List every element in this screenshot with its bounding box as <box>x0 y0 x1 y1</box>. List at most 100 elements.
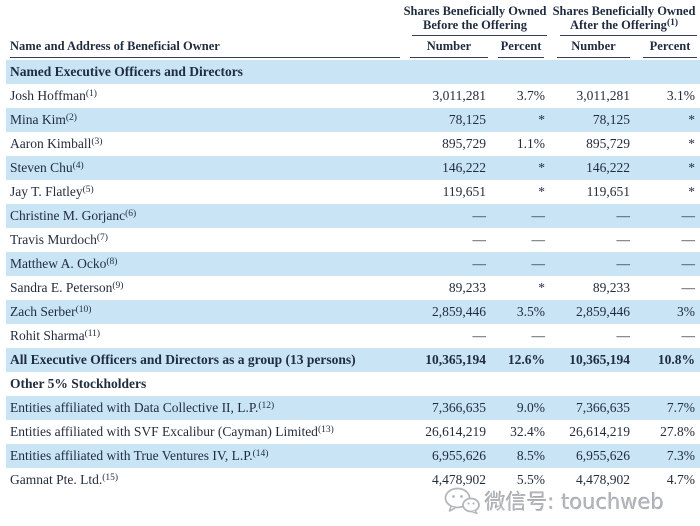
footnote-superscript: (5) <box>82 185 94 195</box>
beneficial-ownership-table: Shares Beneficially Owned Before the Off… <box>0 0 700 492</box>
owner-name: Gamnat Pte. Ltd. <box>10 472 103 487</box>
col-group-after-offering: Shares Beneficially Owned After the Offe… <box>548 0 700 36</box>
col-group-before-label: Shares Beneficially Owned Before the Off… <box>402 0 548 32</box>
owner-name-cell: Entities affiliated with Data Collective… <box>6 396 402 420</box>
number-before-cell: 895,729 <box>442 136 486 151</box>
number-after-cell: 6,955,626 <box>576 448 630 463</box>
owner-name-cell: Named Executive Officers and Directors <box>6 60 402 84</box>
footnote-superscript: (13) <box>317 425 334 435</box>
table-row: Other 5% Stockholders <box>6 372 700 396</box>
footnote-superscript: (10) <box>75 305 92 315</box>
owner-name: Sandra E. Peterson <box>10 280 113 295</box>
owner-name-cell: Rohit Sharma(11) <box>6 324 402 348</box>
percent-before-cell: * <box>538 184 545 199</box>
number-before-column-header: Number <box>410 36 488 58</box>
percent-after-cell: 3.1% <box>666 88 695 103</box>
percent-after-cell: * <box>688 112 695 127</box>
owner-name-cell: Mina Kim(2) <box>6 108 402 132</box>
percent-after-cell: * <box>688 136 695 151</box>
owner-name-cell: Josh Hoffman(1) <box>6 84 402 108</box>
footnote-superscript: (7) <box>96 233 108 243</box>
percent-after-cell: 27.8% <box>660 424 695 439</box>
table-row: Rohit Sharma(11) — — — — <box>6 324 700 348</box>
percent-before-cell: * <box>538 112 545 127</box>
owner-name-cell: All Executive Officers and Directors as … <box>6 348 402 372</box>
number-before-cell: 26,614,219 <box>425 424 486 439</box>
owner-name: Entities affiliated with True Ventures I… <box>10 448 253 463</box>
table-group-header-row: Shares Beneficially Owned Before the Off… <box>0 0 700 36</box>
table-column-header-row: Name and Address of Beneficial Owner Num… <box>0 36 700 58</box>
footnote-superscript: (1) <box>85 89 97 99</box>
number-after-cell: 2,859,446 <box>576 304 630 319</box>
number-before-cell: 119,651 <box>442 184 486 199</box>
percent-after-cell: — <box>681 208 696 223</box>
table-row: Matthew A. Ocko(8) — — — — <box>6 252 700 276</box>
percent-after-cell: — <box>681 232 696 247</box>
percent-before-cell: — <box>531 256 546 271</box>
owner-name: Named Executive Officers and Directors <box>10 64 243 79</box>
number-before-cell: — <box>472 208 487 223</box>
footnote-superscript: (6) <box>125 209 137 219</box>
owner-name: Aaron Kimball <box>10 136 92 151</box>
percent-before-cell: * <box>538 280 545 295</box>
number-after-cell: — <box>616 256 631 271</box>
number-after-cell: 895,729 <box>586 136 630 151</box>
number-after-cell: 10,365,194 <box>569 352 630 367</box>
footnote-superscript: (9) <box>112 281 124 291</box>
footnote-superscript: (4) <box>72 161 84 171</box>
number-before-cell: — <box>472 328 487 343</box>
percent-after-cell: — <box>681 328 696 343</box>
group-header-spacer <box>0 0 402 36</box>
number-after-cell: 7,366,635 <box>576 400 630 415</box>
percent-before-cell: 3.5% <box>516 304 545 319</box>
percent-after-cell: 3% <box>677 304 695 319</box>
number-after-cell: 26,614,219 <box>569 424 630 439</box>
number-after-cell: — <box>616 232 631 247</box>
percent-before-column-header: Percent <box>498 36 544 58</box>
percent-after-cell: — <box>681 256 696 271</box>
owner-name-cell: Jay T. Flatley(5) <box>6 180 402 204</box>
table-row: Josh Hoffman(1) 3,011,281 3.7% 3,011,281… <box>6 84 700 108</box>
owner-name-cell: Zach Serber(10) <box>6 300 402 324</box>
number-after-cell <box>548 372 633 396</box>
percent-before-cell: — <box>531 232 546 247</box>
name-column-header: Name and Address of Beneficial Owner <box>10 36 400 58</box>
percent-before-cell: 1.1% <box>516 136 545 151</box>
table-row: Zach Serber(10) 2,859,446 3.5% 2,859,446… <box>6 300 700 324</box>
percent-before-cell: — <box>531 328 546 343</box>
percent-after-cell: 10.8% <box>657 352 695 367</box>
number-after-cell <box>548 60 633 84</box>
percent-before-cell <box>488 372 548 396</box>
number-before-cell: 3,011,281 <box>432 88 487 103</box>
owner-name: Mina Kim <box>10 112 66 127</box>
table-row: Sandra E. Peterson(9) 89,233 * 89,233 — <box>6 276 700 300</box>
col-group-before-offering: Shares Beneficially Owned Before the Off… <box>402 0 548 36</box>
owner-name: Entities affiliated with Data Collective… <box>10 400 259 415</box>
percent-before-cell: 32.4% <box>510 424 545 439</box>
group-after-footnote: (1) <box>666 18 679 28</box>
percent-before-cell: 5.5% <box>516 472 545 487</box>
owner-name-cell: Gamnat Pte. Ltd.(15) <box>6 468 402 492</box>
footnote-superscript: (3) <box>91 137 103 147</box>
table-row: Mina Kim(2) 78,125 * 78,125 * <box>6 108 700 132</box>
percent-after-cell: * <box>688 160 695 175</box>
owner-name-cell: Entities affiliated with True Ventures I… <box>6 444 402 468</box>
owner-name: Other 5% Stockholders <box>10 376 147 391</box>
percent-after-column-header: Percent <box>643 36 697 58</box>
owner-name: Jay T. Flatley <box>10 184 83 199</box>
percent-after-cell: 7.3% <box>666 448 695 463</box>
wechat-watermark: 微信号: touchweb <box>444 486 664 516</box>
number-before-cell: 146,222 <box>442 160 486 175</box>
percent-before-cell <box>488 60 548 84</box>
footnote-superscript: (15) <box>102 473 119 483</box>
footnote-superscript: (14) <box>252 449 269 459</box>
number-after-cell: — <box>616 328 631 343</box>
percent-after-cell: — <box>681 280 696 295</box>
table-row: Christine M. Gorjanc(6) — — — — <box>6 204 700 228</box>
number-after-cell: 119,651 <box>586 184 630 199</box>
percent-before-cell: — <box>531 208 546 223</box>
percent-after-cell: 7.7% <box>666 400 695 415</box>
table-row: Named Executive Officers and Directors <box>6 60 700 84</box>
owner-name: Christine M. Gorjanc <box>10 208 126 223</box>
group-after-underline <box>560 32 697 36</box>
